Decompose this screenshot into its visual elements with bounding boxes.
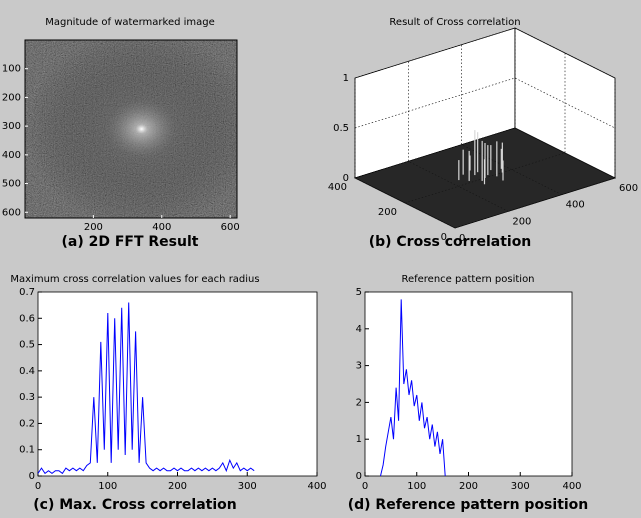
x-tick-label: 600 <box>619 183 638 194</box>
x-tick-label: 200 <box>459 481 478 492</box>
y-tick-label: 300 <box>2 121 21 132</box>
y-tick-label: 0.6 <box>19 313 35 324</box>
y-tick-label: 0.7 <box>19 287 35 298</box>
y-tick-label: 200 <box>2 92 21 103</box>
x-tick-label: 200 <box>168 481 187 492</box>
caption: (d) Reference pattern position <box>348 497 589 513</box>
x-tick-label: 300 <box>238 481 257 492</box>
x-tick-label: 100 <box>98 481 117 492</box>
axes-area <box>37 291 318 477</box>
x-tick-label: 0 <box>35 481 41 492</box>
y-tick-label: 0.3 <box>19 392 35 403</box>
x-tick-label: 0 <box>459 233 465 244</box>
data-line <box>380 299 446 477</box>
axes-frame <box>24 39 238 219</box>
x-tick-label: 400 <box>562 481 581 492</box>
y-tick-label: 0.2 <box>19 418 35 429</box>
y-tick-label: 5 <box>356 287 362 298</box>
y-tick-label: 200 <box>378 207 397 218</box>
data-line <box>37 302 255 475</box>
y-tick-label: 0 <box>356 471 362 482</box>
z-tick-label: 0.5 <box>333 123 349 134</box>
axes-area <box>364 291 573 477</box>
caption: (a) 2D FFT Result <box>62 234 199 250</box>
chart-title: Reference pattern position <box>401 274 534 285</box>
y-tick-label: 600 <box>2 207 21 218</box>
x-tick-label: 200 <box>84 222 103 233</box>
y-tick-label: 0.5 <box>19 340 35 351</box>
y-tick-label: 3 <box>356 361 362 372</box>
y-tick-label: 500 <box>2 179 21 190</box>
z-grid-line <box>354 127 616 179</box>
y-tick-label: 2 <box>356 397 362 408</box>
x-tick-label: 300 <box>511 481 530 492</box>
x-tick-label: 400 <box>152 222 171 233</box>
image-center-glow <box>25 40 237 218</box>
caption: (c) Max. Cross correlation <box>33 497 236 513</box>
x-tick-label: 400 <box>566 200 585 211</box>
y-tick-label: 0.4 <box>19 366 35 377</box>
x-tick-label: 400 <box>307 481 326 492</box>
y-tick-label: 4 <box>356 324 362 335</box>
x-tick-label: 200 <box>512 216 531 227</box>
y-tick-label: 0.1 <box>19 445 35 456</box>
z-tick-label: 1 <box>343 73 349 84</box>
z-grid-line <box>354 27 616 79</box>
y-tick-label: 0 <box>29 471 35 482</box>
y-tick-label: 0 <box>441 232 447 243</box>
z-tick-label: 0 <box>343 173 349 184</box>
chart-title: Maximum cross correlation values for eac… <box>10 274 259 285</box>
x-tick-label: 100 <box>407 481 426 492</box>
y-tick-label: 100 <box>2 64 21 75</box>
y-tick-label: 400 <box>2 150 21 161</box>
x-tick-label: 0 <box>362 481 368 492</box>
x-tick-label: 600 <box>221 222 240 233</box>
chart-title: Magnitude of watermarked image <box>45 17 215 28</box>
y-tick-label: 400 <box>328 182 347 193</box>
caption: (b) Cross correlation <box>369 234 532 250</box>
y-tick-label: 1 <box>356 434 362 445</box>
chart-title: Result of Cross correlation <box>389 17 520 28</box>
z-grid-line <box>354 77 616 129</box>
